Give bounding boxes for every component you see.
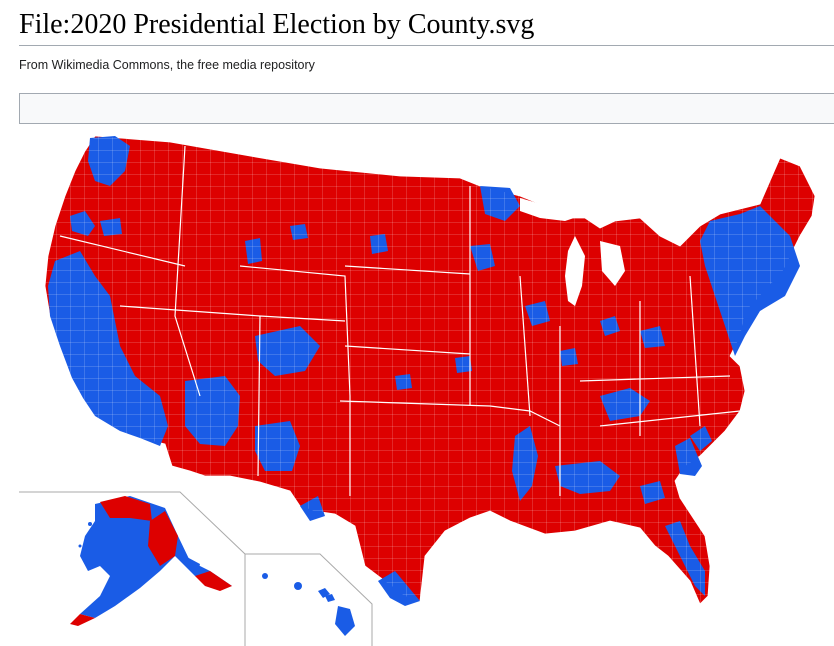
file-toolbar[interactable] (19, 93, 834, 124)
election-map-svg[interactable] (0, 126, 834, 646)
state-borders (59, 145, 741, 496)
alaska-inset (19, 491, 246, 646)
page-title: File:2020 Presidential Election by Count… (19, 9, 535, 40)
election-map-image[interactable] (0, 126, 834, 646)
hawaii-inset (245, 553, 373, 646)
site-subtitle: From Wikimedia Commons, the free media r… (19, 58, 315, 72)
title-divider (19, 45, 834, 46)
